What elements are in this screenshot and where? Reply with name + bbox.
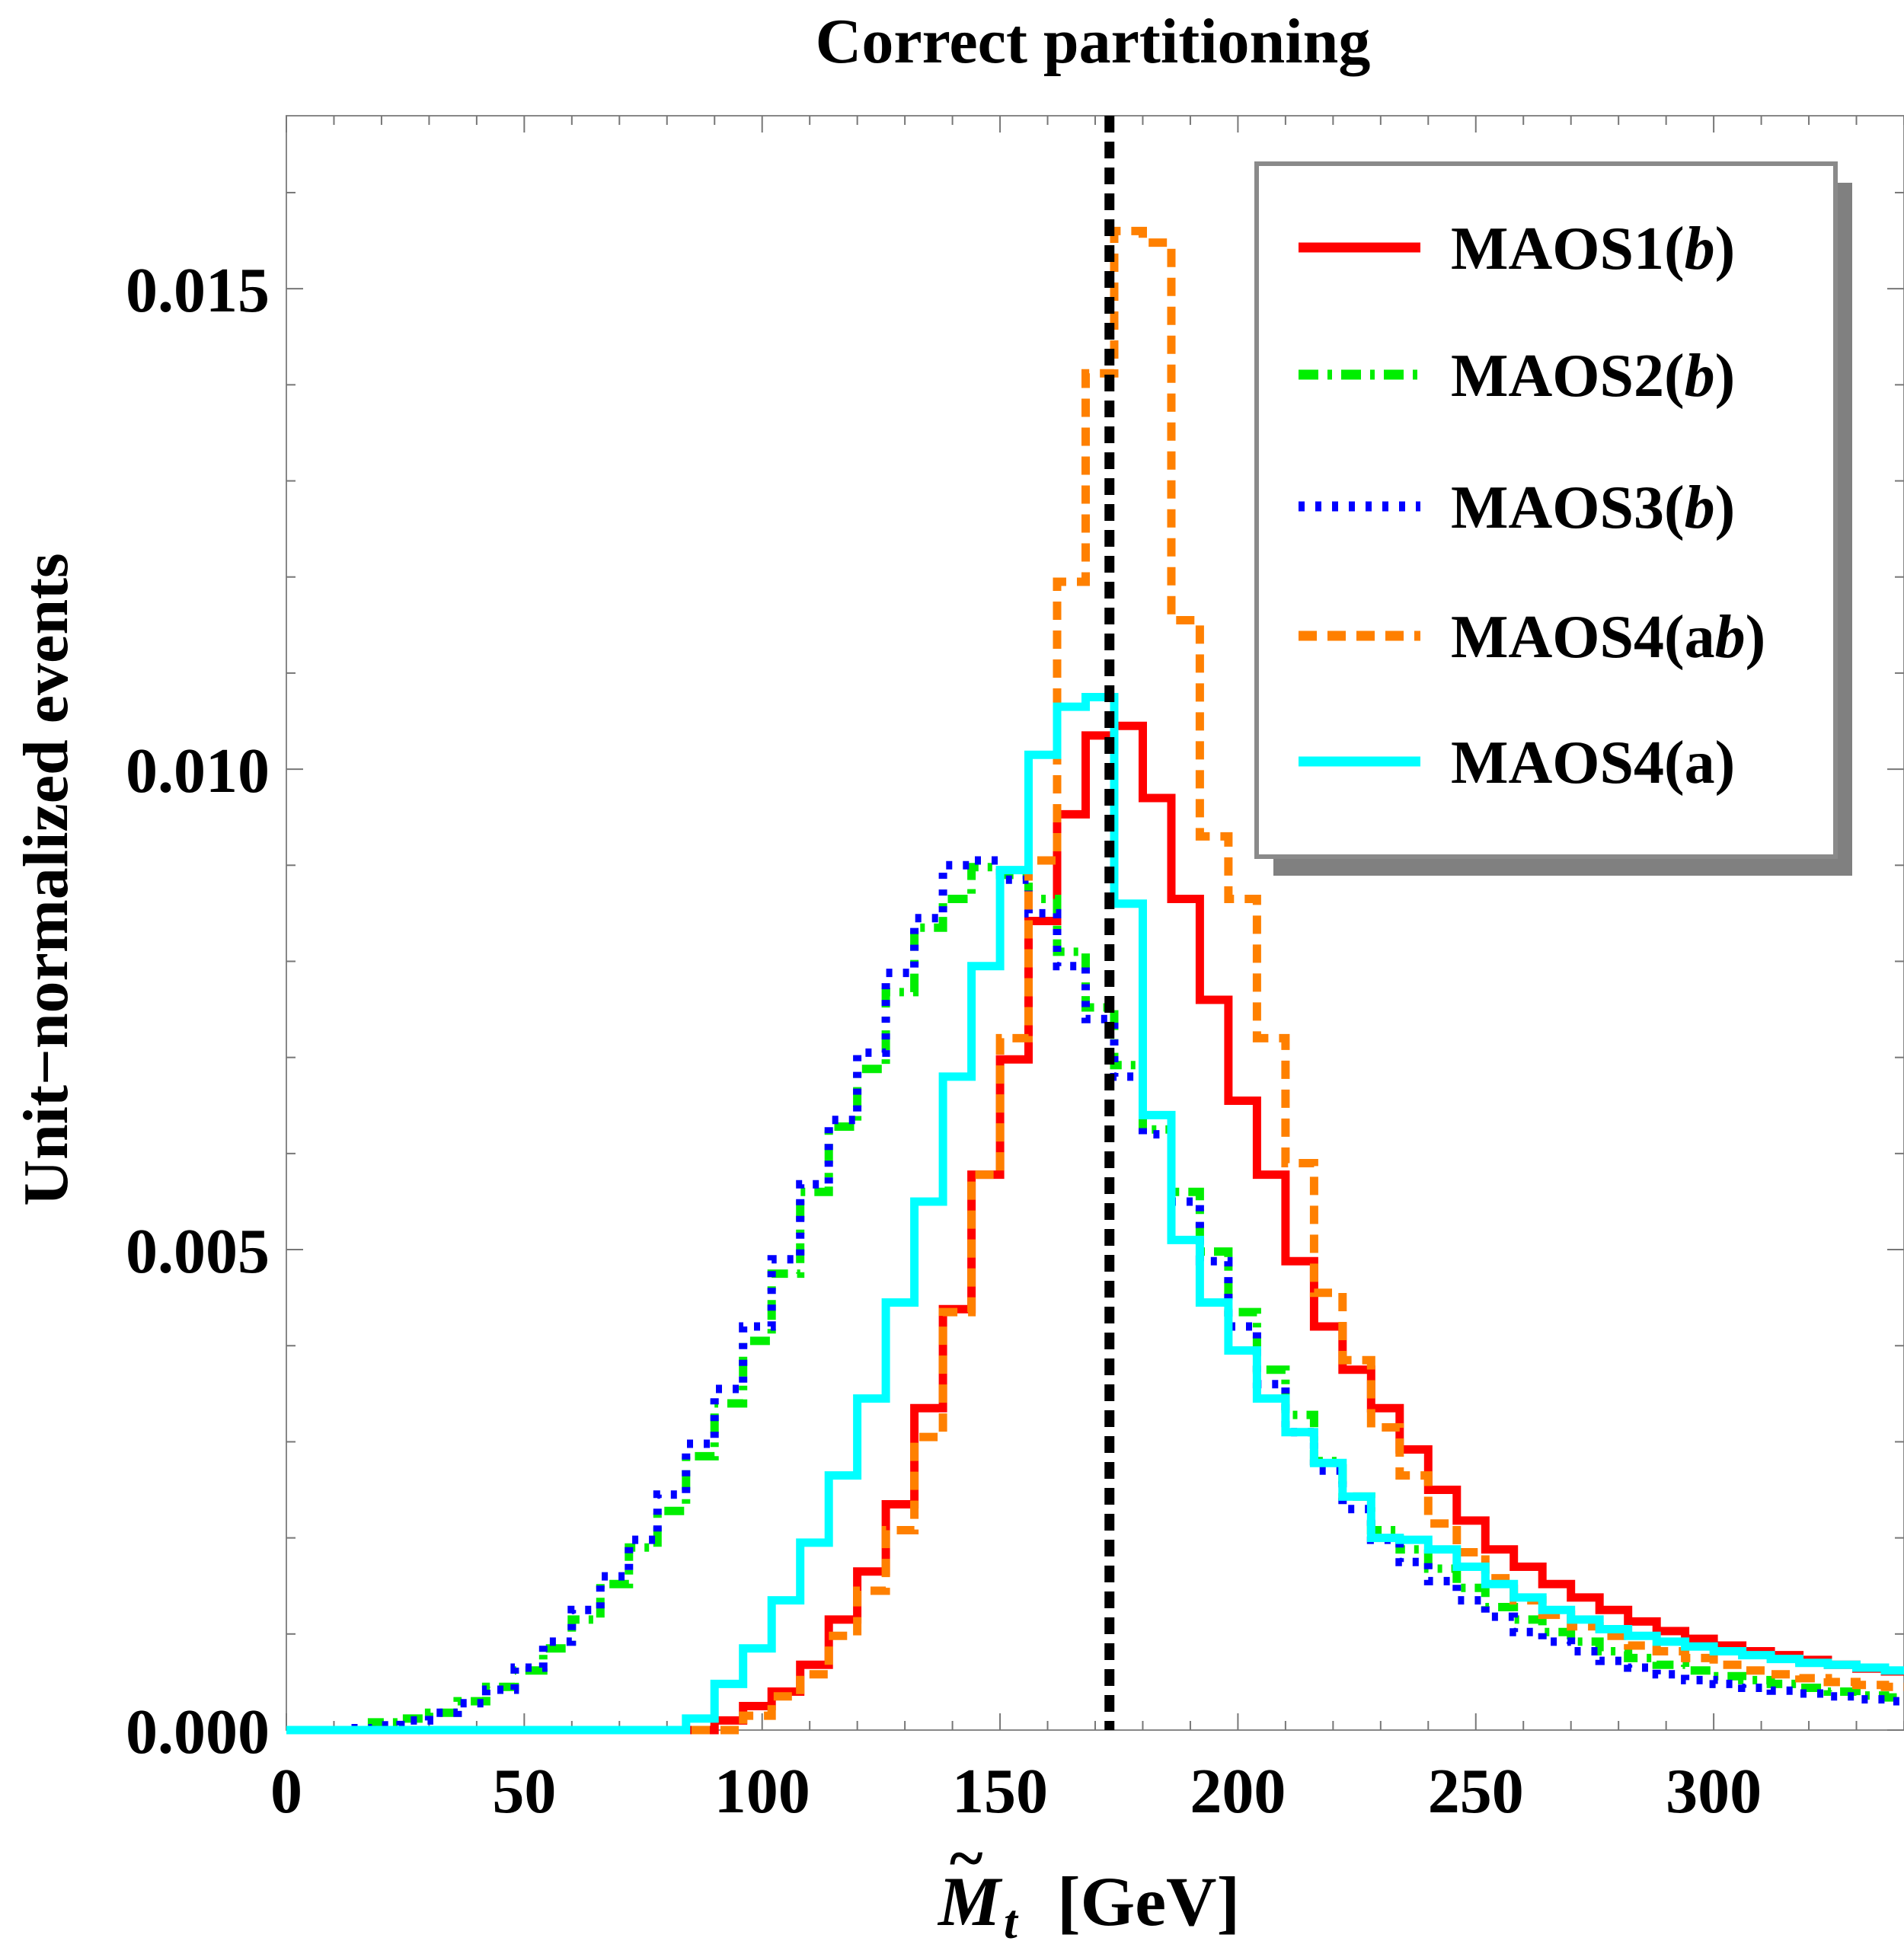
x-tick-label: 150: [952, 1756, 1048, 1827]
x-axis-label-subscript: t: [1004, 1895, 1019, 1941]
series-line-2: [286, 863, 1904, 1735]
x-axis-label-unit: [GeV]: [1057, 1863, 1240, 1940]
y-tick-label: 0.015: [126, 255, 270, 326]
series-line-5: [286, 693, 1904, 1735]
legend-label-1: MAOS1(b): [1451, 215, 1735, 283]
series-line-3: [286, 856, 1904, 1735]
x-axis-ticks: 0 50 100 150 200 250 300: [270, 116, 1904, 1827]
legend-label-2: MAOS2(b): [1451, 343, 1735, 410]
x-tick-label: 200: [1190, 1756, 1286, 1827]
series-line-4: [286, 226, 1904, 1735]
y-tick-label: 0.010: [126, 736, 270, 806]
y-tick-label: 0.000: [126, 1697, 270, 1767]
x-tick-label: 100: [714, 1756, 810, 1827]
legend-label-4: MAOS4(ab): [1451, 604, 1765, 671]
legend-label-3: MAOS3(b): [1451, 474, 1735, 541]
x-axis-label-tilde: ~: [947, 1823, 984, 1894]
y-tick-label: 0.005: [126, 1216, 270, 1287]
x-tick-label: 0: [270, 1756, 302, 1827]
x-tick-label: 300: [1666, 1756, 1762, 1827]
x-tick-label: 50: [492, 1756, 556, 1827]
x-tick-label: 250: [1428, 1756, 1524, 1827]
chart-title: Correct partitioning: [816, 6, 1371, 77]
series-line-1: [286, 721, 1904, 1735]
x-axis-label: M ~ t [GeV]: [937, 1823, 1240, 1941]
x-axis-label-symbol: M: [937, 1863, 1003, 1940]
legend-label-5: MAOS4(a): [1451, 729, 1735, 797]
series-layer: [286, 226, 1904, 1735]
y-axis-ticks: 0.000 0.005 0.010 0.015: [126, 191, 1904, 1767]
legend: MAOS1(b) MAOS2(b) MAOS3(b) MAOS4(ab) MAOS4(a…: [1254, 161, 1852, 876]
y-axis-label: Unit−normalized events: [11, 553, 81, 1205]
